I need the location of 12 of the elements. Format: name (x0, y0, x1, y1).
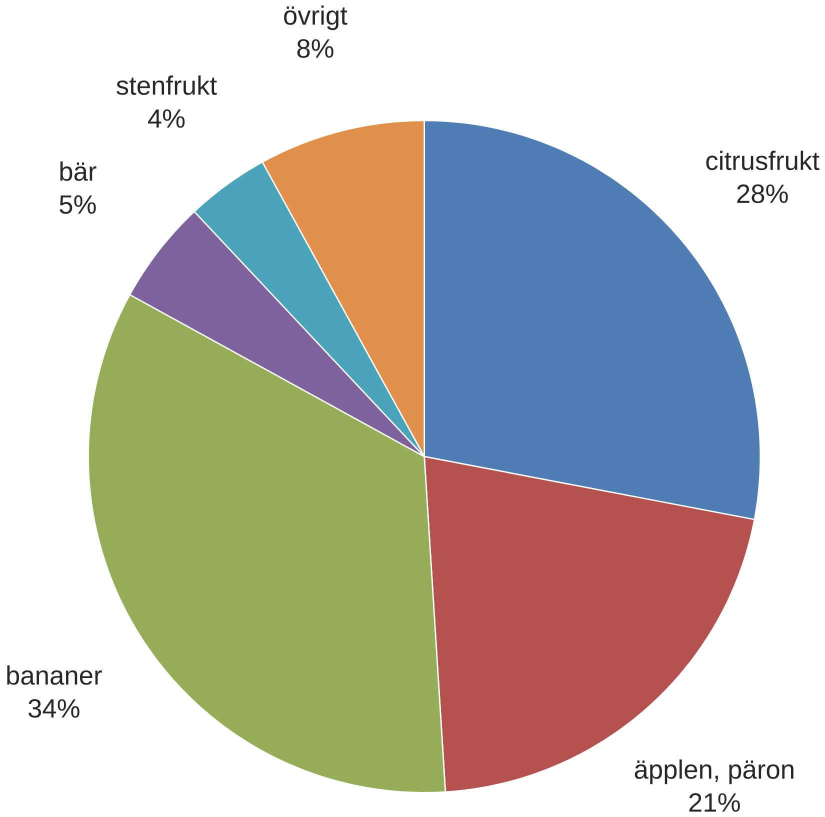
slice-label: citrusfrukt (706, 150, 820, 170)
slice-label: bananer (7, 665, 102, 685)
data-label: 5% (60, 195, 96, 214)
data-label: 34% (28, 698, 80, 718)
data-label: 21% (689, 793, 740, 812)
data-label: 28% (737, 184, 788, 203)
data-label: 4% (148, 109, 185, 128)
slice-label: äpplen, päron (634, 759, 794, 784)
slice-label: bär (60, 161, 96, 181)
data-label: 8% (297, 39, 334, 58)
slice-label: övrigt (284, 5, 348, 30)
slice-label: stenfrukt (116, 75, 217, 95)
